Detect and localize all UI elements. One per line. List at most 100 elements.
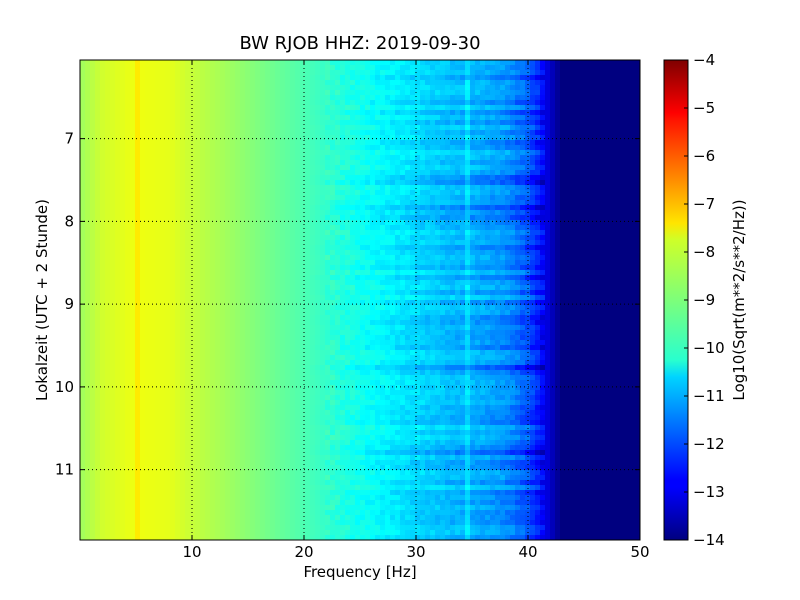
heatmap-cell [295, 150, 301, 156]
heatmap-cell [560, 145, 566, 151]
heatmap-cell [120, 175, 126, 181]
heatmap-cell [420, 160, 426, 166]
heatmap-cell [80, 195, 86, 201]
heatmap-cell [475, 70, 481, 76]
heatmap-cell [380, 70, 386, 76]
heatmap-cell [110, 65, 116, 71]
heatmap-cell [275, 250, 281, 256]
heatmap-cell [505, 145, 511, 151]
heatmap-cell [285, 125, 291, 131]
heatmap-cell [375, 150, 381, 156]
heatmap-cell [275, 70, 281, 76]
heatmap-cell [275, 90, 281, 96]
heatmap-cell [80, 90, 86, 96]
heatmap-cell [180, 125, 186, 131]
heatmap-cell [170, 180, 176, 186]
heatmap-cell [275, 85, 281, 91]
heatmap-cell [275, 130, 281, 136]
heatmap-cell [515, 105, 521, 111]
heatmap-cell [290, 205, 296, 211]
heatmap-cell [100, 100, 106, 106]
heatmap-cell [280, 85, 286, 91]
heatmap-cell [160, 180, 166, 186]
heatmap-cell [475, 105, 481, 111]
heatmap-cell [580, 260, 586, 266]
heatmap-cell [140, 125, 146, 131]
heatmap-cell [425, 105, 431, 111]
heatmap-cell [330, 240, 336, 246]
heatmap-cell [300, 260, 306, 266]
heatmap-cell [380, 90, 386, 96]
heatmap-cell [570, 130, 576, 136]
heatmap-cell [280, 205, 286, 211]
heatmap-cell [150, 260, 156, 266]
heatmap-cell [155, 170, 161, 176]
heatmap-cell [130, 215, 136, 221]
heatmap-cell [310, 105, 316, 111]
heatmap-cell [480, 240, 486, 246]
heatmap-cell [425, 200, 431, 206]
heatmap-cell [480, 235, 486, 241]
heatmap-cell [630, 95, 636, 101]
heatmap-cell [245, 140, 251, 146]
heatmap-cell [470, 155, 476, 161]
heatmap-cell [635, 245, 640, 251]
heatmap-cell [85, 75, 91, 81]
heatmap-cell [415, 180, 421, 186]
heatmap-cell [225, 210, 231, 216]
heatmap-cell [420, 270, 426, 276]
heatmap-cell [125, 250, 131, 256]
heatmap-cell [445, 205, 451, 211]
heatmap-cell [305, 255, 311, 261]
heatmap-cell [130, 140, 136, 146]
heatmap-cell [195, 280, 201, 286]
heatmap-cell [295, 255, 301, 261]
heatmap-cell [435, 95, 441, 101]
heatmap-cell [570, 175, 576, 181]
heatmap-cell [535, 210, 541, 216]
heatmap-cell [620, 100, 626, 106]
heatmap-cell [95, 220, 101, 226]
heatmap-cell [390, 215, 396, 221]
heatmap-cell [545, 155, 551, 161]
heatmap-cell [145, 190, 151, 196]
heatmap-cell [265, 200, 271, 206]
heatmap-cell [270, 165, 276, 171]
heatmap-cell [275, 110, 281, 116]
heatmap-cell [390, 90, 396, 96]
heatmap-cell [355, 155, 361, 161]
heatmap-cell [475, 135, 481, 141]
heatmap-cell [635, 260, 640, 266]
heatmap-cell [195, 70, 201, 76]
heatmap-cell [315, 170, 321, 176]
heatmap-cell [85, 205, 91, 211]
heatmap-cell [445, 90, 451, 96]
heatmap-cell [375, 120, 381, 126]
heatmap-cell [140, 210, 146, 216]
heatmap-cell [500, 120, 506, 126]
heatmap-cell [300, 225, 306, 231]
heatmap-cell [290, 190, 296, 196]
heatmap-cell [490, 270, 496, 276]
heatmap-cell [490, 220, 496, 226]
heatmap-cell [570, 155, 576, 161]
heatmap-cell [525, 220, 531, 226]
heatmap-cell [545, 125, 551, 131]
heatmap-cell [255, 100, 261, 106]
heatmap-cell [280, 105, 286, 111]
heatmap-cell [330, 130, 336, 136]
heatmap-cell [605, 145, 611, 151]
heatmap-cell [335, 170, 341, 176]
heatmap-cell [465, 145, 471, 151]
heatmap-cell [125, 280, 131, 286]
heatmap-cell [565, 125, 571, 131]
heatmap-cell [155, 120, 161, 126]
heatmap-cell [125, 75, 131, 81]
heatmap-cell [505, 215, 511, 221]
heatmap-cell [565, 165, 571, 171]
heatmap-cell [160, 85, 166, 91]
heatmap-cell [585, 190, 591, 196]
heatmap-cell [580, 170, 586, 176]
heatmap-cell [85, 165, 91, 171]
heatmap-cell [145, 95, 151, 101]
